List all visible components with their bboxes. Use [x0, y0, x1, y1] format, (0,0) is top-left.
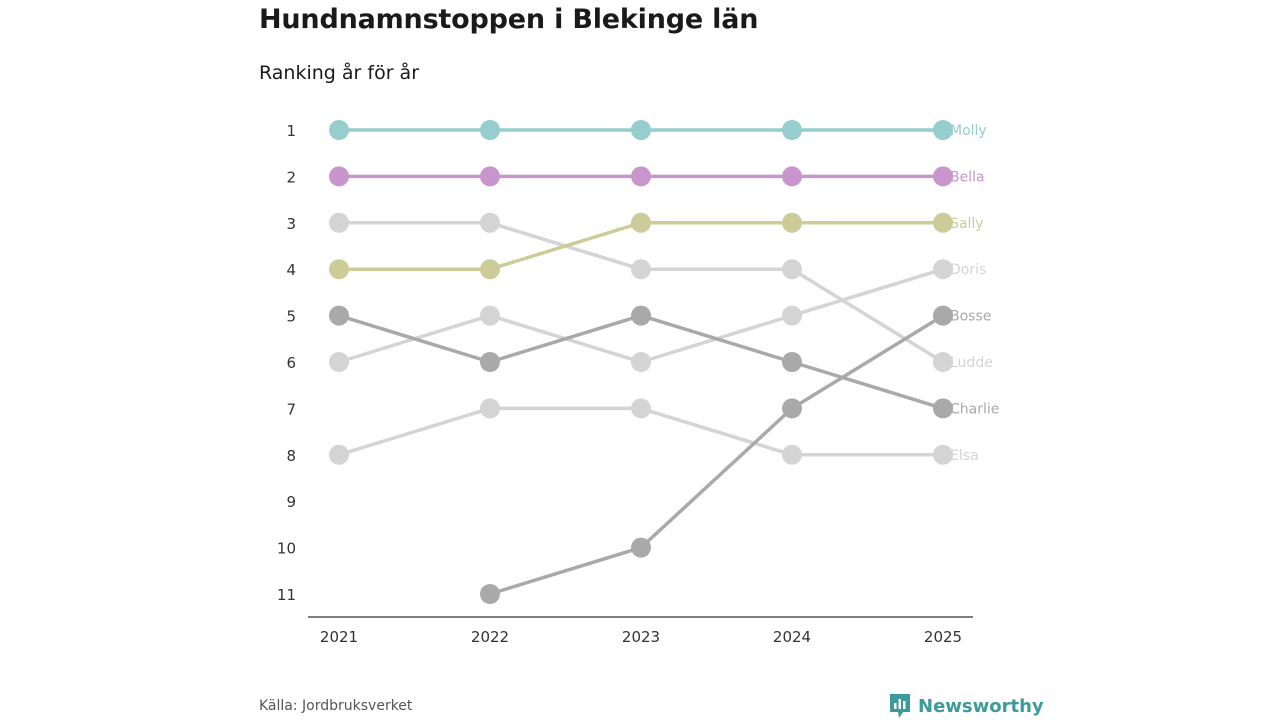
series-point-bella: [480, 166, 500, 187]
series-point-bella: [782, 166, 802, 187]
series-label-doris: Doris: [950, 262, 986, 278]
y-tick-label: 9: [286, 493, 296, 511]
y-tick-label: 1: [286, 122, 296, 140]
series-point-molly: [933, 120, 953, 140]
source-note: Källa: Jordbruksverket: [259, 698, 413, 714]
x-tick-label: 2022: [471, 628, 509, 646]
bump-chart: 1 2 3 4 5 6 7 8 9 10 11 2021 2022 2023 2024 2025 Elsa Lud…: [277, 120, 999, 646]
y-tick-label: 5: [286, 308, 296, 326]
series-point-sally: [933, 212, 953, 233]
series-point-sally: [480, 259, 500, 280]
y-tick-label: 7: [286, 400, 296, 418]
series-point-molly: [329, 120, 349, 140]
x-tick-label: 2024: [773, 628, 811, 646]
series-point-ludde: [933, 352, 953, 372]
newsworthy-logo: Newsworthy: [888, 692, 1044, 720]
series-point-elsa: [933, 444, 953, 465]
series-point-doris: [782, 305, 802, 326]
series-point-charlie: [933, 398, 953, 419]
series-point-charlie: [329, 305, 349, 326]
y-tick-label: 2: [286, 168, 296, 186]
series-line-ludde: [339, 221, 944, 364]
series-line-bosse: [489, 314, 944, 596]
series-point-sally: [631, 212, 651, 233]
y-tick-label: 3: [286, 215, 296, 233]
newsworthy-icon: [890, 694, 910, 718]
y-tick-label: 4: [286, 261, 296, 279]
series-point-elsa: [782, 444, 802, 465]
series-point-charlie: [480, 352, 500, 372]
series-point-sally: [782, 212, 802, 233]
series-point-bella: [329, 166, 349, 187]
series-point-elsa: [480, 398, 500, 419]
series-point-molly: [631, 120, 651, 140]
series-point-molly: [480, 120, 500, 140]
series-label-sally: Sally: [950, 216, 984, 232]
series-label-charlie: Charlie: [950, 401, 999, 417]
series-point-ludde: [480, 212, 500, 233]
series-point-bella: [933, 166, 953, 187]
brand-name: Newsworthy: [918, 695, 1044, 717]
series-point-bosse: [933, 305, 953, 326]
series-label-ludde: Ludde: [950, 355, 993, 371]
y-tick-label: 8: [286, 447, 296, 465]
series-point-doris: [933, 259, 953, 280]
series-point-ludde: [631, 259, 651, 280]
series-point-doris: [631, 352, 651, 372]
y-tick-label: 11: [277, 586, 296, 604]
series-point-ludde: [329, 212, 349, 233]
x-tick-label: 2025: [924, 628, 962, 646]
series-point-bosse: [631, 537, 651, 558]
series-point-elsa: [631, 398, 651, 419]
series-point-charlie: [631, 305, 651, 326]
series-point-sally: [329, 259, 349, 280]
series-label-bosse: Bosse: [950, 309, 991, 325]
series-label-elsa: Elsa: [950, 448, 979, 464]
y-tick-label: 10: [277, 540, 296, 558]
series-point-doris: [480, 305, 500, 326]
series-point-charlie: [782, 352, 802, 372]
x-tick-label: 2021: [320, 628, 358, 646]
chart-title: Hundnamnstoppen i Blekinge län: [259, 4, 759, 35]
y-tick-label: 6: [286, 354, 296, 372]
series-point-bosse: [480, 584, 500, 604]
series-point-molly: [782, 120, 802, 140]
series-label-molly: Molly: [950, 123, 987, 139]
series-point-bosse: [782, 398, 802, 419]
x-tick-label: 2023: [622, 628, 660, 646]
series-point-ludde: [782, 259, 802, 280]
chart-subtitle: Ranking år för år: [259, 62, 420, 84]
series-point-doris: [329, 352, 349, 372]
series-label-bella: Bella: [950, 169, 985, 185]
series-point-bella: [631, 166, 651, 187]
series-point-elsa: [329, 444, 349, 465]
